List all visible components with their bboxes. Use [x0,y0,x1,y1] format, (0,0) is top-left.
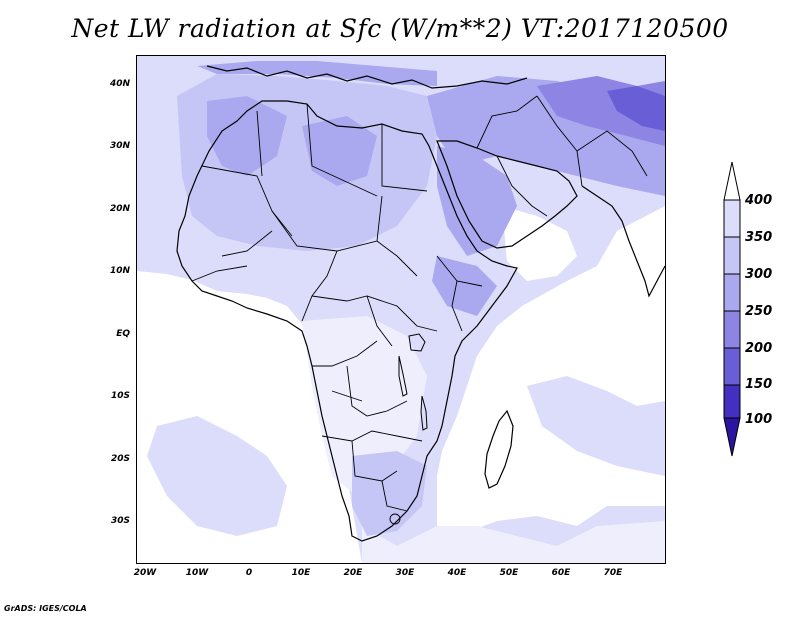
colorbar-segment [723,199,741,238]
arabia-shading [437,146,517,256]
colorbar-bottom-arrow [723,417,741,457]
libya-dark-shading [302,116,377,186]
lon-label: 70E [603,568,623,578]
lat-label: 30S [110,516,130,526]
colorbar [723,161,741,457]
indian-ocean-patch [527,376,665,476]
lon-label: 30E [395,568,415,578]
colorbar-segment [723,310,741,349]
lat-label: 20N [109,204,130,214]
lake-tanganyika [398,355,408,397]
lon-label: 10E [291,568,311,578]
arabian-sea-shading [502,206,577,281]
lon-label: 20E [343,568,363,578]
lake-victoria [408,333,426,352]
colorbar-segment [723,236,741,275]
map-svg [137,56,665,563]
colorbar-segment [723,384,741,419]
lon-label: 60E [551,568,571,578]
lon-label: 0 [245,568,253,578]
colorbar-label: 350 [745,230,773,245]
colorbar-segment [723,347,741,386]
lat-label: EQ [116,329,130,339]
colorbar-label: 150 [745,377,773,392]
colorbar-label: 100 [745,412,773,427]
central-africa-shading [302,316,427,496]
southern-ocean-shading [362,521,665,563]
lon-label: 50E [499,568,519,578]
lat-label: 40N [109,79,130,89]
lon-label: 40E [447,568,467,578]
colorbar-label: 200 [745,341,773,356]
colorbar-segment [723,273,741,312]
horn-shading [432,256,497,316]
lesotho-border [389,513,401,525]
lake-malawi [420,395,428,431]
colorbar-label: 250 [745,304,773,319]
lon-label: 20W [133,568,157,578]
sahara-dark-shading [207,96,287,176]
lat-label: 20S [110,454,130,464]
lat-label: 30N [109,141,130,151]
arabia-coastline [436,140,578,249]
southern-africa-shading [352,451,427,536]
colorbar-top-arrow [723,161,741,201]
south-atlantic-patch [147,416,287,536]
lat-label: 10N [109,266,130,276]
lat-label: 10S [110,391,130,401]
map-panel [136,55,666,564]
country-borders [191,95,648,512]
europe-coastline [206,65,528,89]
india-coastline [581,185,665,298]
pakistan-darker-shading [607,86,665,131]
chart-title: Net LW radiation at Sfc (W/m**2) VT:2017… [71,14,729,43]
madagascar-coastline [484,409,514,489]
colorbar-label: 400 [745,193,773,208]
colorbar-label: 300 [745,267,773,282]
africa-coastline [176,100,518,542]
credit-text: GrADS: IGES/COLA [4,604,87,613]
lon-label: 10W [185,568,209,578]
